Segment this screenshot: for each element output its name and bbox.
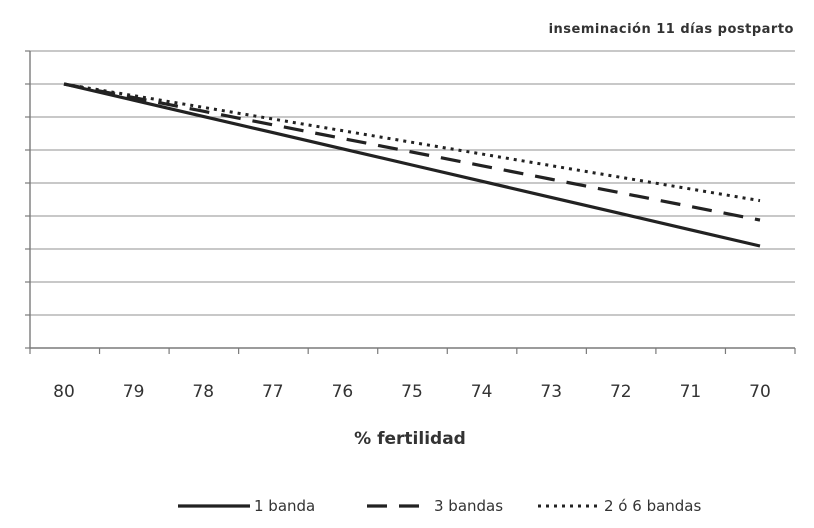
x-tick-label: 76 — [332, 382, 354, 402]
series-lines — [63, 82, 761, 248]
series-line-0 — [63, 82, 761, 248]
x-tick-label: 77 — [262, 382, 284, 402]
x-axis-label: % fertilidad — [354, 429, 466, 449]
series-line-1 — [63, 82, 761, 222]
x-tick-label: 79 — [123, 382, 145, 402]
series-line-2 — [63, 82, 761, 203]
legend-label-0: 1 banda — [254, 497, 315, 515]
x-tick-label: 71 — [680, 382, 702, 402]
legend-label-1: 3 bandas — [434, 497, 503, 515]
x-tick-labels: 80 79 78 77 76 75 74 73 72 71 70 — [53, 382, 771, 402]
x-tick-label: 80 — [53, 382, 75, 402]
legend: 1 banda 3 bandas 2 ó 6 bandas — [178, 497, 702, 515]
x-tick-label: 74 — [471, 382, 493, 402]
chart-title: inseminación 11 días postparto — [549, 22, 794, 37]
axes — [25, 50, 796, 354]
legend-label-2: 2 ó 6 bandas — [604, 497, 702, 515]
x-tick-label: 78 — [192, 382, 214, 402]
x-tick-label: 72 — [610, 382, 632, 402]
x-tick-label: 75 — [401, 382, 423, 402]
x-tick-label: 73 — [540, 382, 562, 402]
x-tick-label: 70 — [749, 382, 771, 402]
gridlines — [30, 50, 795, 316]
